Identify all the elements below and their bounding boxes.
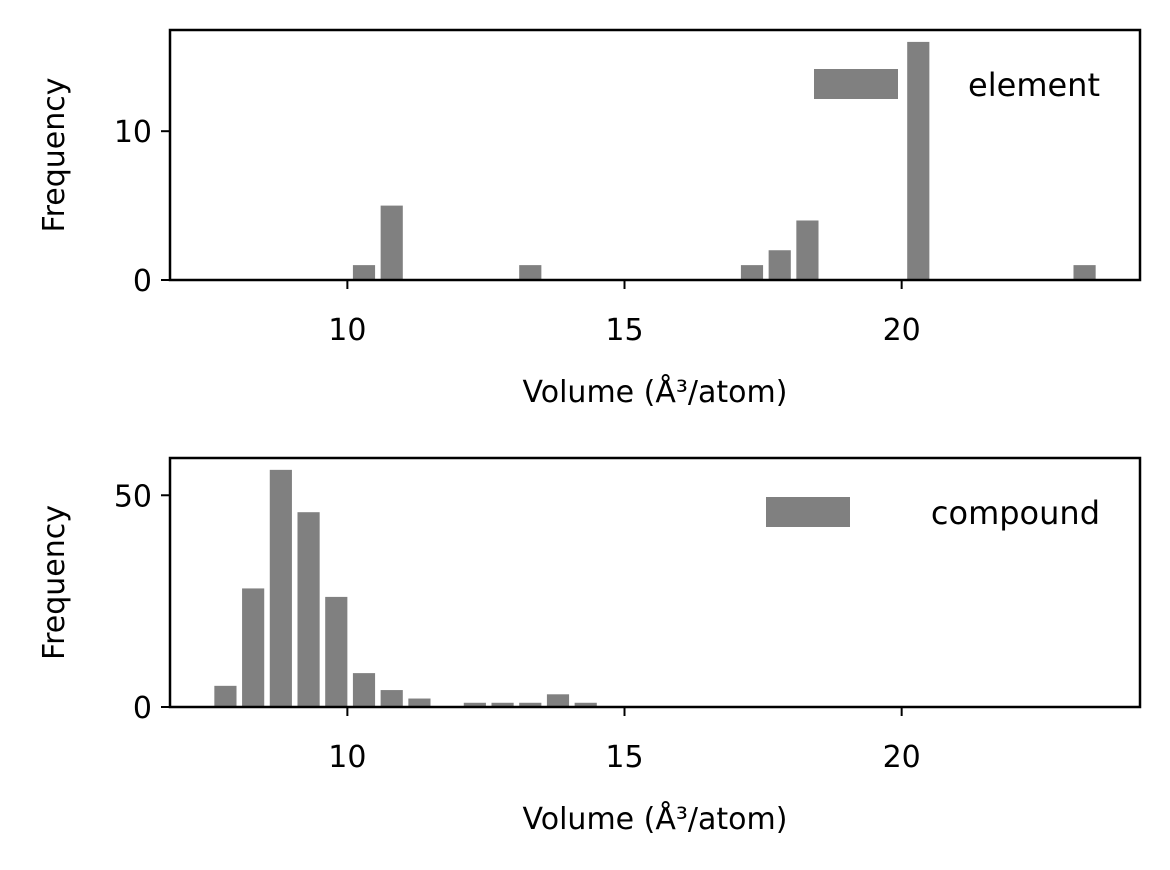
y-axis-ticks: 0 50 [114, 479, 170, 726]
histogram-bar [740, 265, 764, 280]
histogram-bar [463, 702, 486, 707]
histogram-bar [214, 685, 237, 707]
y-tick-label: 0 [133, 691, 152, 726]
histogram-bar [574, 702, 597, 707]
bar-group [214, 469, 597, 707]
histogram-bar [297, 512, 320, 707]
y-axis-ticks: 0 10 [114, 115, 170, 299]
x-tick-label: 15 [605, 740, 643, 775]
y-tick-label: 10 [114, 115, 152, 150]
compound-histogram-panel: 10 15 20 0 50 Volume (Å³/atom) Frequency co… [37, 456, 1142, 837]
x-axis-label: Volume (Å³/atom) [523, 374, 788, 410]
legend: compound [766, 494, 1100, 532]
histogram-bar [546, 694, 570, 707]
histogram-bar [408, 698, 431, 707]
legend-label: compound [931, 494, 1100, 532]
x-tick-label: 15 [605, 313, 643, 348]
y-axis-label: Frequency [37, 78, 72, 233]
legend-swatch [814, 69, 898, 99]
plot-frame [168, 456, 1142, 709]
x-axis-ticks: 10 15 20 [328, 280, 921, 348]
histogram-bar [1073, 265, 1096, 280]
histogram-bar [796, 220, 819, 280]
x-tick-label: 20 [883, 740, 921, 775]
legend-label: element [968, 66, 1100, 104]
x-tick-label: 20 [883, 313, 921, 348]
histogram-bar [907, 41, 930, 281]
histogram-bar [242, 588, 265, 707]
y-axis-label: Frequency [37, 505, 72, 660]
bar-group [352, 41, 1096, 281]
plot-frame [168, 28, 1142, 282]
histogram-bar [325, 596, 348, 707]
histogram-bar [491, 702, 514, 707]
histogram-bar [380, 205, 403, 280]
y-tick-label: 50 [114, 479, 152, 514]
element-histogram-panel: 10 15 20 0 10 Volume (Å³/atom) Frequency el… [37, 28, 1142, 410]
x-axis-label: Volume (Å³/atom) [523, 801, 788, 837]
histogram-bar [380, 690, 403, 707]
histogram-bar [352, 673, 376, 707]
legend: element [814, 66, 1100, 104]
x-tick-label: 10 [328, 740, 366, 775]
x-axis-ticks: 10 15 20 [328, 707, 921, 775]
legend-swatch [766, 497, 850, 527]
histogram-bar [352, 265, 376, 280]
histogram-bar [768, 250, 791, 280]
y-tick-label: 0 [133, 264, 152, 299]
histogram-bar [519, 702, 542, 707]
histogram-bar [269, 469, 292, 707]
histogram-bar [519, 265, 542, 280]
x-tick-label: 10 [328, 313, 366, 348]
